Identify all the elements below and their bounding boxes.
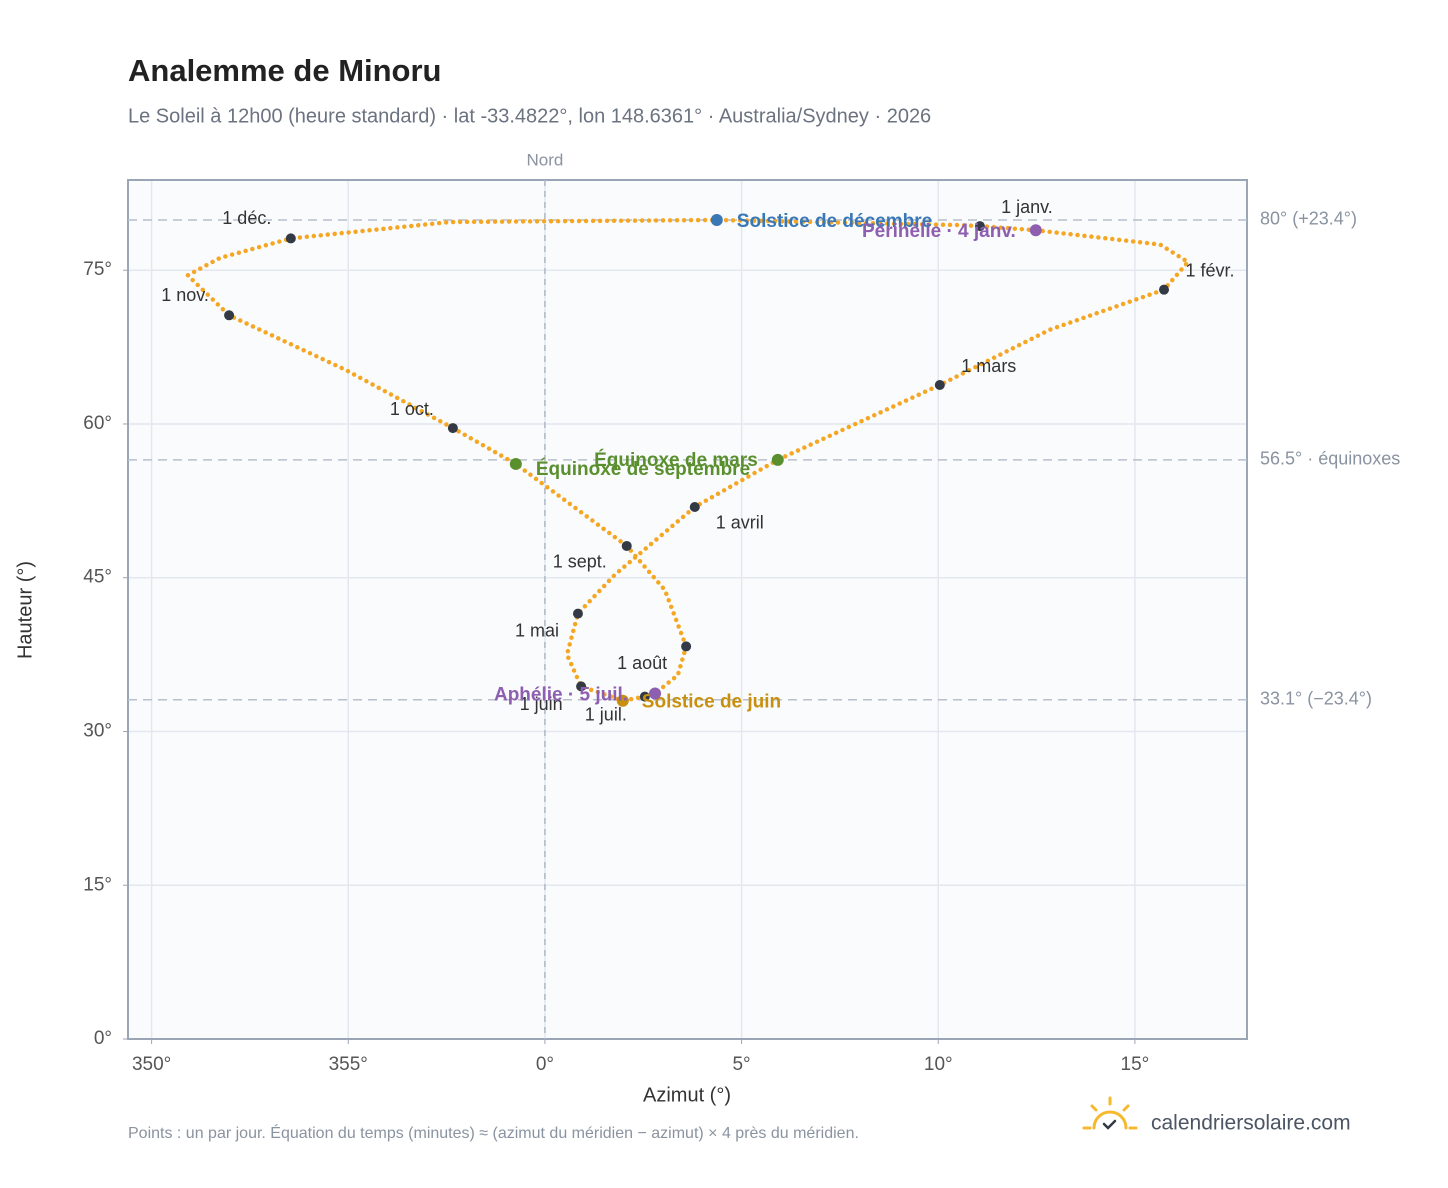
brand: calendriersolaire.com <box>1151 1112 1351 1135</box>
month-marker <box>576 681 587 692</box>
analemma-points <box>185 217 1191 703</box>
plot-frame <box>127 179 1248 1040</box>
month-label: 1 déc. <box>222 208 271 228</box>
event-marker <box>710 213 723 226</box>
chart-title: Analemme de Minoru <box>128 53 442 88</box>
month-label: 1 août <box>617 653 667 673</box>
plot-area <box>128 180 1247 1039</box>
reference-label: 80° (+23.4°) <box>1260 209 1357 229</box>
month-marker <box>934 380 945 391</box>
chart-subtitle: Le Soleil à 12h00 (heure standard) · lat… <box>128 105 931 127</box>
month-marker <box>681 641 692 652</box>
month-marker <box>285 233 296 244</box>
x-axis-label: Azimut (°) <box>643 1084 731 1106</box>
reference-label: 56.5° · équinoxes <box>1260 449 1400 469</box>
x-tick-label: 350° <box>132 1054 171 1075</box>
month-label: 1 mai <box>515 620 559 640</box>
event-marker <box>1029 224 1042 237</box>
month-marker <box>689 501 700 512</box>
y-tick-label: 60° <box>83 413 112 434</box>
x-tick-label: 15° <box>1121 1054 1150 1075</box>
event-label: Équinoxe de mars <box>594 449 758 471</box>
month-label: 1 nov. <box>161 285 209 305</box>
month-marker <box>974 221 985 232</box>
x-tick-label: 5° <box>732 1054 750 1075</box>
month-label: 1 févr. <box>1185 260 1234 280</box>
month-label: 1 sept. <box>553 552 607 572</box>
event-label: Aphélie · 5 juil. <box>494 685 628 706</box>
y-tick-label: 75° <box>83 259 112 280</box>
y-tick-label: 30° <box>83 720 112 741</box>
month-marker <box>639 691 650 702</box>
meridian-label: Nord <box>526 150 563 169</box>
footnote: Points : un par jour. Équation du temps … <box>128 1123 859 1142</box>
event-label: Solstice de décembre <box>737 211 932 232</box>
month-marker <box>621 540 632 551</box>
month-label: 1 janv. <box>1001 197 1053 217</box>
event-marker <box>509 457 522 470</box>
month-label: 1 mars <box>961 356 1016 376</box>
month-marker <box>572 608 583 619</box>
event-label: Équinoxe de septembre <box>536 458 750 480</box>
y-tick-label: 0° <box>94 1028 112 1049</box>
x-tick-label: 355° <box>329 1054 368 1075</box>
reference-label: 33.1° (−23.4°) <box>1260 688 1372 708</box>
month-label: 1 avril <box>716 513 764 533</box>
y-axis-label: Hauteur (°) <box>14 561 36 659</box>
month-label: 1 juil. <box>585 704 627 724</box>
month-label: 1 oct. <box>390 399 434 419</box>
event-marker <box>771 453 784 466</box>
event-label: Périhélie · 4 janv. <box>862 221 1016 242</box>
y-tick-label: 45° <box>83 567 112 588</box>
event-label: Solstice de juin <box>642 692 781 713</box>
month-label: 1 juin <box>520 694 563 714</box>
x-tick-label: 10° <box>924 1054 953 1075</box>
event-marker <box>616 694 629 707</box>
event-marker <box>649 687 662 700</box>
y-tick-label: 15° <box>83 874 112 895</box>
x-tick-label: 0° <box>536 1054 554 1075</box>
month-marker <box>447 423 458 434</box>
brand-logo <box>1082 1096 1138 1130</box>
month-marker <box>224 310 235 321</box>
month-marker <box>1159 284 1170 295</box>
